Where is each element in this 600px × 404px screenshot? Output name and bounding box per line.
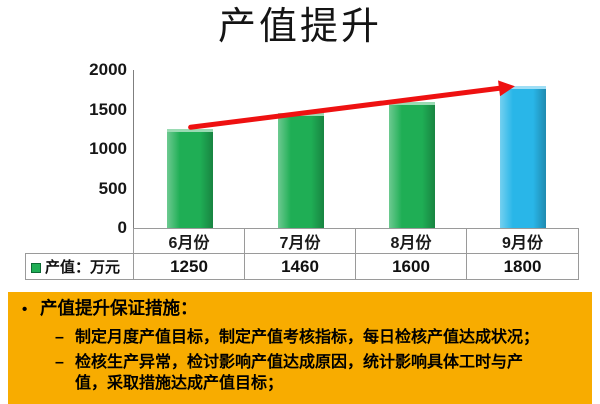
notes-list: – 制定月度产值目标，制定产值考核指标，每日检核产值达成状况； – 检核生产异常… bbox=[8, 327, 592, 394]
chart-data-table: 6月份 7月份 8月份 9月份 产值：万元 1250 1460 1600 180… bbox=[25, 228, 579, 280]
y-axis: 0 500 1000 1500 2000 bbox=[55, 60, 127, 237]
bar-6月份 bbox=[166, 129, 213, 228]
legend-label: 产值：万元 bbox=[45, 259, 121, 276]
bar-chart-plot-area bbox=[133, 70, 579, 228]
value-row: 产值：万元 1250 1460 1600 1800 bbox=[25, 253, 579, 280]
bullet-dot-icon: • bbox=[22, 301, 28, 318]
notes-heading-row: • 产值提升保证措施： bbox=[8, 297, 592, 321]
y-axis-tick-label: 2000 bbox=[89, 60, 127, 79]
y-axis-tick-label: 500 bbox=[98, 178, 127, 198]
category-row: 6月份 7月份 8月份 9月份 bbox=[26, 228, 579, 254]
value-cell-july: 1460 bbox=[244, 253, 356, 280]
bar-8月份 bbox=[389, 101, 436, 228]
y-axis-tick-label: 0 bbox=[117, 218, 127, 237]
value-cell-august: 1600 bbox=[355, 253, 467, 280]
value-cell-june: 1250 bbox=[133, 253, 245, 280]
dash-bullet-icon: – bbox=[55, 354, 64, 371]
notes-item-text: 制定月度产值目标，制定产值考核指标，每日检核产值达成状况； bbox=[75, 329, 540, 346]
bar-7月份 bbox=[277, 112, 324, 228]
legend-cell: 产值：万元 bbox=[25, 253, 134, 280]
dash-bullet-icon: – bbox=[55, 329, 64, 346]
table-corner-blank bbox=[26, 229, 134, 254]
category-cell-july: 7月份 bbox=[244, 228, 356, 254]
bar-9月份 bbox=[500, 85, 547, 228]
category-cell-june: 6月份 bbox=[133, 228, 245, 254]
y-axis-tick-label: 1000 bbox=[89, 139, 127, 158]
value-cell-september: 1800 bbox=[466, 253, 579, 280]
notes-heading: 产值提升保证措施： bbox=[40, 298, 198, 318]
legend-swatch-icon bbox=[31, 263, 41, 273]
slide-title: 产值提升 bbox=[217, 6, 382, 48]
trend-arrow bbox=[188, 80, 515, 130]
category-cell-august: 8月份 bbox=[355, 228, 467, 254]
list-item: – 制定月度产值目标，制定产值考核指标，每日检核产值达成状况； bbox=[8, 327, 592, 348]
notes-item-text: 检核生产异常，检讨影响产值达成原因，统计影响具体工时与产值，采取措施达成产值目标… bbox=[75, 354, 524, 392]
y-axis-tick-label: 1500 bbox=[89, 99, 127, 119]
notes-panel: • 产值提升保证措施： – 制定月度产值目标，制定产值考核指标，每日检核产值达成… bbox=[8, 292, 592, 404]
list-item: – 检核生产异常，检讨影响产值达成原因，统计影响具体工时与产值，采取措施达成产值… bbox=[8, 352, 592, 394]
category-cell-september: 9月份 bbox=[466, 228, 579, 254]
